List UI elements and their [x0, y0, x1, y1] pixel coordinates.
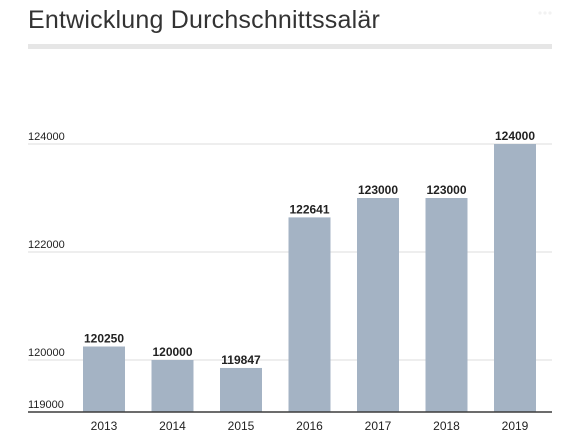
data-label: 120250: [84, 332, 124, 346]
bar: [151, 360, 194, 412]
x-tick-label: 2016: [296, 419, 323, 433]
y-tick-label: 124000: [28, 131, 65, 143]
chart-title: Entwicklung Durchschnittssalär: [28, 6, 380, 34]
x-tick-label: 2019: [502, 419, 529, 433]
x-tick-label: 2017: [365, 419, 392, 433]
bar: [83, 346, 125, 412]
y-tick-label: 119000: [28, 399, 64, 411]
data-label: 124000: [495, 129, 535, 143]
title-underline: [28, 44, 552, 49]
data-label: 123000: [426, 183, 466, 197]
y-tick-label: 120000: [28, 347, 65, 359]
bar: [288, 217, 331, 412]
bar: [220, 367, 262, 412]
bar: [494, 144, 536, 412]
data-label: 120000: [152, 345, 192, 359]
x-tick-label: 2014: [159, 419, 186, 433]
bar: [425, 198, 468, 412]
y-tick-label: 122000: [28, 239, 65, 251]
bar: [357, 198, 399, 412]
x-tick-label: 2018: [433, 419, 460, 433]
data-label: 119847: [221, 353, 261, 367]
more-options-icon[interactable]: [536, 4, 554, 22]
data-label: 123000: [358, 183, 398, 197]
x-tick-label: 2015: [228, 419, 255, 433]
data-label: 122641: [289, 202, 329, 216]
x-tick-label: 2013: [91, 419, 118, 433]
